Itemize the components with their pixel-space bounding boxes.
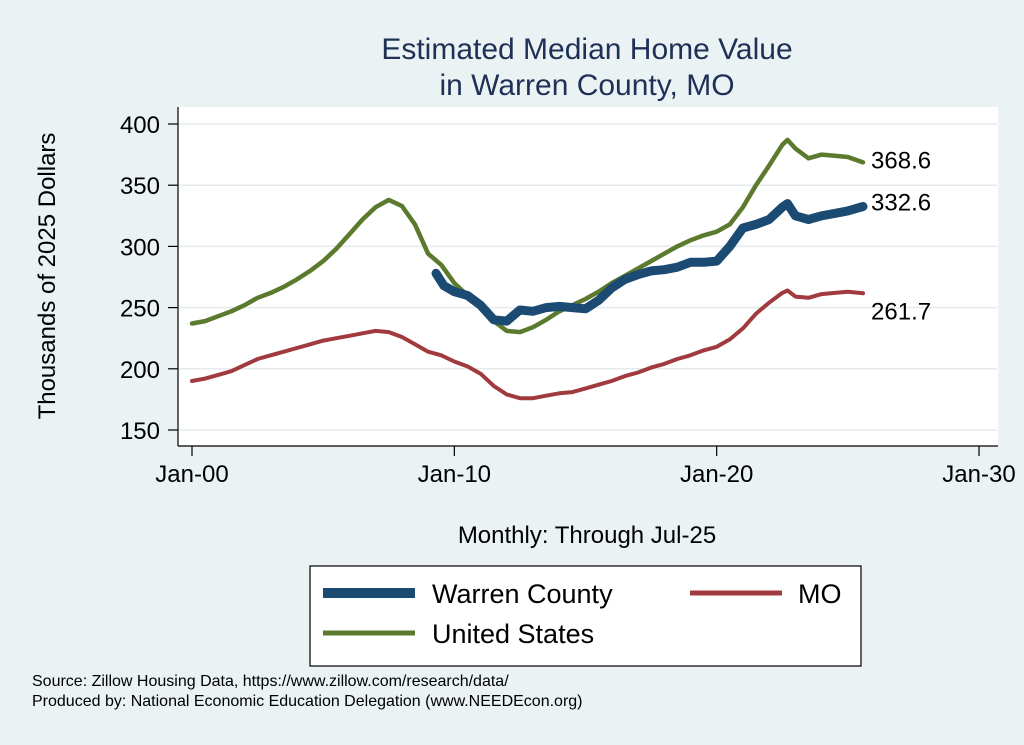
chart-title-line-1: Estimated Median Home Value [381, 33, 792, 66]
y-tick-label-300: 300 [120, 234, 160, 261]
end-label-warren-county: 332.6 [871, 189, 931, 216]
y-tick-label-400: 400 [120, 112, 160, 139]
y-axis: 150 200 250 300 350 400 [120, 107, 179, 446]
y-axis-title: Thousands of 2025 Dollars [34, 133, 61, 420]
producer-note: Produced by: National Economic Education… [32, 693, 583, 710]
end-labels: 368.6 261.7 332.6 [871, 147, 931, 325]
x-tick-label-jan-20: Jan-20 [680, 461, 753, 488]
source-note: Source: Zillow Housing Data, https://www… [32, 673, 509, 690]
x-axis: Jan-00 Jan-10 Jan-20 Jan-30 [155, 445, 1016, 488]
end-label-united-states: 368.6 [871, 147, 931, 174]
chart-title-line-2: in Warren County, MO [439, 69, 734, 102]
series-line-mo [190, 288, 865, 401]
x-tick-label-jan-00: Jan-00 [155, 461, 228, 488]
legend-label-warren-county: Warren County [432, 579, 613, 609]
x-tick-label-jan-30: Jan-30 [942, 461, 1015, 488]
y-tick-label-350: 350 [120, 173, 160, 200]
legend-label-mo: MO [798, 579, 842, 609]
y-tick-label-200: 200 [120, 357, 160, 384]
series-line-warren-county [431, 199, 868, 326]
legend: Warren County MO United States [309, 565, 862, 667]
y-tick-label-250: 250 [120, 296, 160, 323]
series-line-united-states [189, 137, 866, 335]
series-lines [189, 137, 868, 401]
legend-label-united-states: United States [432, 619, 594, 649]
x-tick-label-jan-10: Jan-10 [418, 461, 491, 488]
legend-box [309, 565, 862, 667]
y-tick-label-150: 150 [120, 418, 160, 445]
x-axis-title: Monthly: Through Jul-25 [458, 522, 716, 549]
end-label-mo: 261.7 [871, 298, 931, 325]
